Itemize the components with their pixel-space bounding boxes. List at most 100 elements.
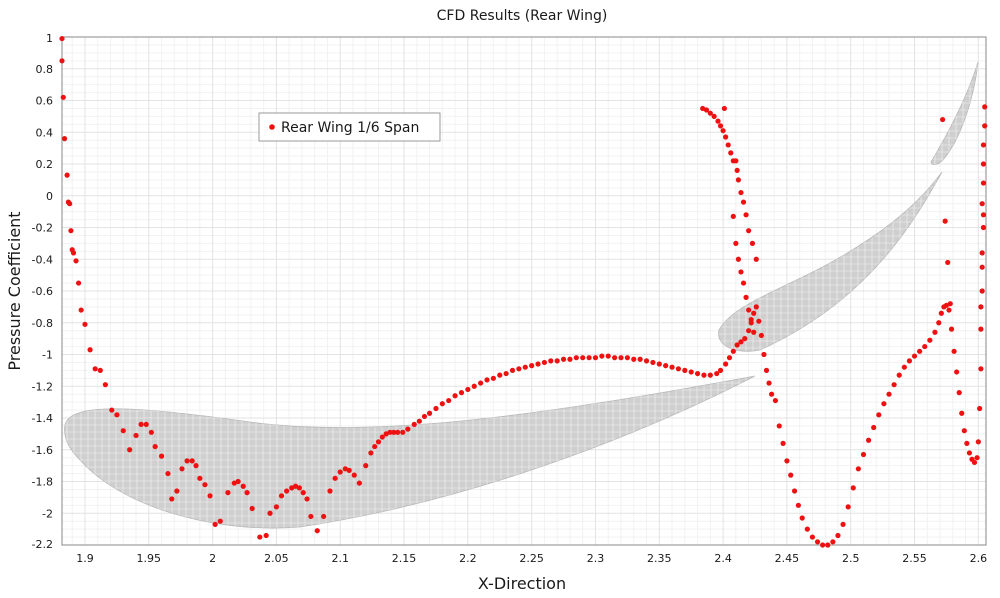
data-point: [535, 361, 541, 367]
data-point: [978, 366, 984, 372]
x-tick-label: 2.15: [392, 552, 417, 565]
x-tick-label: 1.9: [76, 552, 94, 565]
x-tick-label: 2.1: [331, 552, 349, 565]
data-point: [327, 488, 333, 494]
data-point: [860, 451, 867, 458]
data-point: [304, 496, 310, 502]
data-point: [720, 128, 726, 134]
data-points: [59, 35, 988, 548]
data-point: [743, 294, 749, 300]
legend: Rear Wing 1/6 Span: [258, 112, 441, 142]
y-tick-label: -2.2: [32, 538, 53, 551]
data-point: [734, 342, 740, 348]
data-point: [387, 429, 393, 435]
data-point: [452, 393, 458, 399]
x-tick-label: 2: [209, 552, 216, 565]
data-point: [979, 288, 985, 294]
data-point: [439, 401, 445, 407]
data-point: [92, 366, 98, 372]
y-tick-label: -1.2: [32, 380, 53, 393]
data-point: [980, 224, 987, 231]
data-point: [372, 443, 378, 450]
data-point: [776, 423, 782, 429]
data-point: [938, 310, 944, 316]
data-point: [721, 105, 727, 112]
data-point: [788, 472, 794, 478]
data-point: [127, 447, 133, 453]
data-point: [497, 372, 503, 378]
data-point: [465, 386, 471, 393]
y-axis-title: Pressure Coefficient: [5, 211, 24, 370]
data-point: [728, 150, 734, 156]
data-point: [257, 534, 263, 540]
data-point: [426, 410, 433, 416]
data-point: [158, 453, 165, 459]
data-point: [740, 280, 747, 286]
y-tick-label: 1: [46, 32, 53, 45]
data-point: [143, 421, 149, 427]
data-point: [174, 488, 180, 494]
data-point: [682, 367, 688, 373]
data-point: [395, 429, 401, 435]
data-point: [375, 439, 382, 445]
data-point: [433, 405, 439, 412]
y-axis-ticks: 1 0.8 0.6 0.4 0.2 0 -0.2 -0.4 -0.6 -0.8 -1 -1.2 -1.4…: [32, 32, 53, 551]
x-axis-title: X-Direction: [478, 574, 566, 593]
data-point: [735, 256, 742, 262]
data-point: [522, 364, 528, 370]
data-point: [650, 359, 656, 366]
data-point: [567, 356, 573, 362]
data-point: [179, 466, 185, 472]
data-point: [509, 367, 516, 373]
x-tick-label: 2.45: [775, 552, 800, 565]
data-point: [768, 391, 775, 397]
data-point: [980, 161, 987, 167]
data-point: [669, 364, 675, 370]
legend-marker: [269, 124, 275, 130]
data-point: [267, 510, 273, 516]
data-point: [723, 361, 729, 367]
data-point: [927, 337, 933, 343]
data-point: [529, 363, 535, 369]
y-tick-label: -0.2: [32, 222, 53, 235]
data-point: [278, 493, 285, 499]
data-point: [835, 532, 841, 539]
data-point: [560, 356, 567, 362]
data-point: [840, 521, 846, 527]
data-point: [820, 542, 826, 548]
data-point: [865, 437, 872, 443]
data-point: [979, 201, 985, 207]
data-point: [971, 459, 978, 466]
data-point: [726, 355, 733, 361]
data-point: [75, 280, 82, 286]
data-point: [516, 366, 522, 372]
data-point: [337, 469, 343, 475]
data-point: [284, 488, 290, 494]
data-point: [138, 421, 144, 427]
data-point: [947, 301, 953, 307]
data-point: [814, 539, 821, 545]
data-point: [746, 228, 752, 234]
data-point: [368, 450, 374, 456]
data-point: [753, 304, 759, 310]
data-point: [751, 329, 757, 335]
data-point: [701, 372, 707, 378]
y-tick-label: -0.6: [32, 285, 53, 298]
data-point: [332, 475, 338, 481]
data-point: [966, 450, 973, 456]
data-point: [411, 421, 417, 427]
data-point: [97, 367, 103, 373]
data-point: [886, 391, 892, 397]
data-point: [982, 123, 988, 129]
data-point: [715, 118, 721, 124]
data-point: [740, 199, 747, 205]
data-point: [717, 367, 724, 373]
data-point: [978, 304, 984, 310]
data-point: [446, 397, 452, 404]
data-point: [748, 320, 754, 326]
data-point: [554, 358, 560, 364]
data-point: [975, 439, 981, 445]
data-point: [612, 355, 618, 361]
